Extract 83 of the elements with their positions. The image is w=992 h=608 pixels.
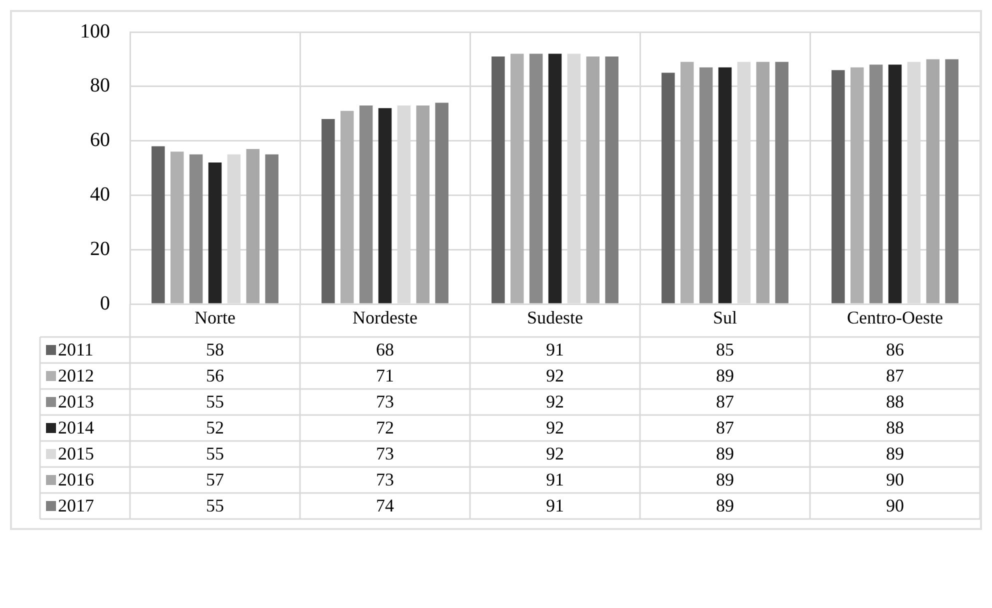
data-label: 92 [546, 418, 564, 438]
y-tick-label: 100 [80, 20, 110, 42]
bar [888, 64, 902, 304]
data-label: 85 [716, 340, 734, 360]
bar [529, 54, 543, 304]
bar [208, 162, 222, 304]
legend-label: 2015 [58, 444, 94, 464]
bar [265, 154, 278, 304]
y-tick-label: 80 [90, 74, 110, 97]
bar [189, 154, 203, 304]
data-label: 57 [206, 470, 224, 490]
data-label: 58 [206, 340, 224, 360]
bar [378, 108, 392, 304]
bar [246, 148, 260, 304]
data-label: 56 [206, 366, 224, 386]
y-tick-label: 0 [100, 292, 110, 314]
bar [699, 67, 713, 304]
legend-label: 2011 [58, 340, 94, 360]
data-label: 91 [546, 496, 564, 516]
x-tick-label: Centro-Oeste [847, 308, 943, 328]
data-label: 91 [546, 340, 564, 360]
data-label: 72 [376, 418, 394, 438]
legend-label: 2013 [58, 392, 94, 412]
data-label: 90 [886, 470, 904, 490]
data-label: 92 [546, 444, 564, 464]
bar [869, 64, 883, 304]
bar [756, 62, 770, 304]
data-label: 88 [886, 418, 904, 438]
bar [340, 110, 354, 304]
legend-label: 2016 [58, 470, 94, 490]
data-label: 89 [716, 496, 734, 516]
bar [359, 105, 373, 304]
bar [662, 72, 675, 304]
x-tick-label: Norte [194, 308, 236, 328]
bar [152, 146, 165, 304]
bar [680, 62, 694, 304]
data-label: 91 [546, 470, 564, 490]
data-label: 92 [546, 366, 564, 386]
data-label: 87 [716, 392, 734, 412]
bar [718, 67, 732, 304]
data-label: 86 [886, 340, 904, 360]
bar [510, 54, 524, 304]
data-label: 87 [716, 418, 734, 438]
bar [850, 67, 864, 304]
data-label: 74 [376, 496, 394, 516]
x-tick-label: Sul [712, 308, 738, 328]
data-label: 71 [376, 366, 394, 386]
legend-label: 2014 [58, 418, 94, 438]
data-label: 73 [376, 470, 394, 490]
y-tick-label: 60 [90, 129, 110, 152]
data-label: 55 [206, 444, 224, 464]
bar [775, 62, 788, 304]
data-label: 55 [206, 496, 224, 516]
y-tick-label: 20 [90, 238, 110, 260]
bar [586, 56, 600, 304]
data-label: 92 [546, 392, 564, 412]
data-label: 68 [376, 340, 394, 360]
data-label: 73 [376, 392, 394, 412]
legend-label: 2017 [58, 496, 94, 516]
bar [926, 59, 940, 304]
bar [832, 70, 845, 304]
legend-label: 2012 [58, 366, 94, 386]
bar [492, 56, 505, 304]
data-label: 89 [716, 444, 734, 464]
data-label: 89 [716, 366, 734, 386]
data-label: 89 [886, 444, 904, 464]
data-label: 87 [886, 366, 904, 386]
data-label: 55 [206, 392, 224, 412]
data-label: 88 [886, 392, 904, 412]
bar [416, 105, 430, 304]
y-tick-label: 40 [90, 183, 110, 206]
x-tick-label: Nordeste [352, 308, 418, 328]
data-label: 73 [376, 444, 394, 464]
bar [322, 119, 335, 304]
x-tick-label: Sudeste [527, 308, 584, 328]
bar [435, 102, 448, 304]
data-label: 89 [716, 470, 734, 490]
bar [548, 54, 562, 304]
bar [945, 59, 958, 304]
bar [605, 56, 618, 304]
data-label: 90 [886, 496, 904, 516]
bar [170, 152, 184, 304]
data-label: 52 [206, 418, 224, 438]
